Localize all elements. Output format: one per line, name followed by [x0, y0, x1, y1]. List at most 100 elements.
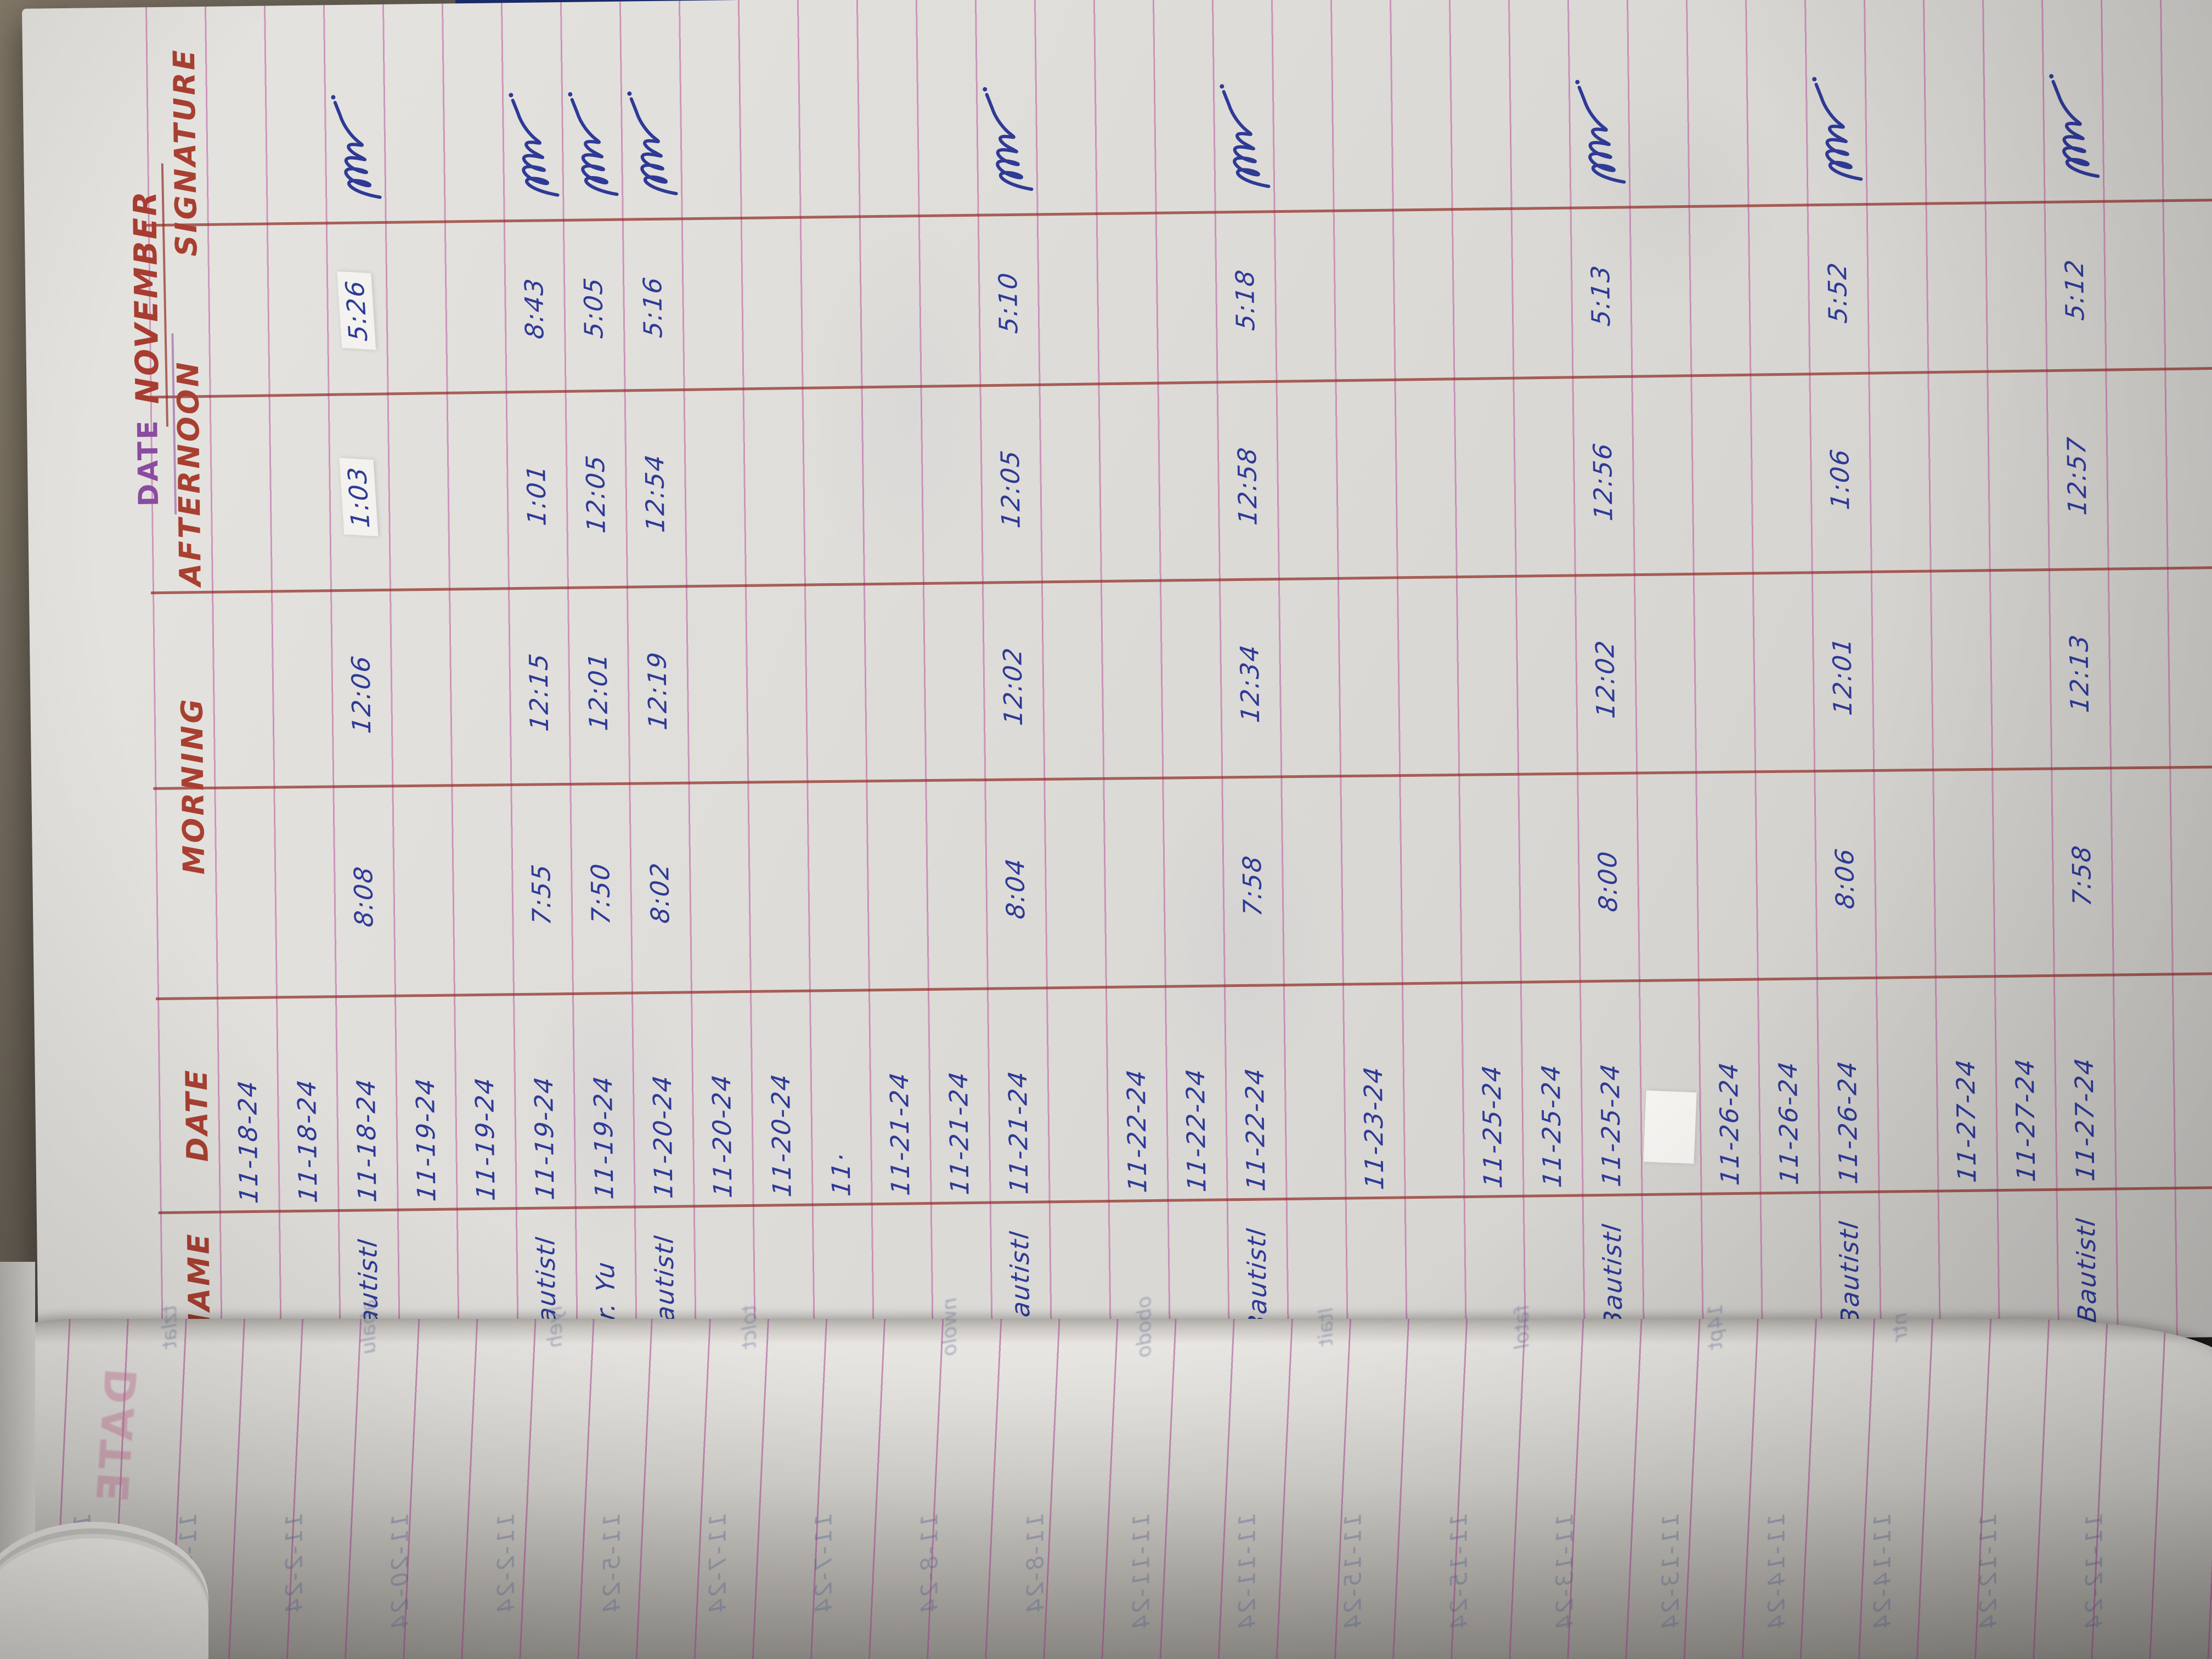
afternoon-out-cell: 5:05: [578, 275, 609, 340]
signature-scribble: [1575, 80, 1626, 184]
date-cell: 11-25-24: [1536, 1062, 1567, 1189]
afternoon-in-cell: [2106, 384, 2167, 566]
morning-in-cell: [926, 795, 987, 983]
morning-out-cell: [1930, 584, 1991, 765]
showthrough-date: 11-5-24: [598, 1513, 625, 1615]
afternoon-in-cell: [684, 402, 745, 583]
afternoon-out-cell: [918, 223, 980, 383]
date-cell: 11-22-24: [1180, 1066, 1212, 1193]
afternoon-in-cell: 12:05: [580, 453, 611, 535]
table-row: Dr. Yu 11-19-24 7:50 12:01 12:05 5:05: [560, 2, 636, 1357]
morning-in-cell: [392, 802, 454, 989]
afternoon-out-cell: 5:52: [1822, 259, 1853, 325]
afternoon-in-cell: 12:05: [995, 448, 1026, 530]
morning-in-cell: 8:04: [1000, 856, 1031, 921]
afternoon-in-cell: [1395, 393, 1456, 574]
signature-cell: [679, 27, 741, 215]
signature-cell: [1449, 18, 1510, 205]
morning-in-cell: [748, 798, 809, 985]
morning-in-cell: [1044, 794, 1105, 981]
afternoon-out-cell: 5:10: [992, 270, 1024, 335]
afternoon-out-cell: 5:16: [637, 274, 668, 339]
signature-cell: [1508, 18, 1570, 205]
morning-in-cell: 8:06: [1829, 845, 1860, 911]
showthrough-scribble: obodo: [1133, 1296, 1156, 1358]
showthrough-date: 11-7-24: [810, 1513, 837, 1615]
signature-cell: [442, 30, 504, 217]
name-cell: [2115, 1192, 2176, 1322]
signature-cell: [383, 31, 444, 218]
showthrough-scribble: abalu: [357, 1299, 380, 1355]
afternoon-out-cell: [1748, 213, 1809, 373]
morning-out-cell: 12:34: [1234, 642, 1266, 725]
morning-in-cell: [689, 798, 750, 985]
afternoon-out-cell: [1629, 215, 1691, 374]
date-cell: 11-21-24: [884, 1070, 916, 1197]
date-cell: 11-18-24: [232, 1078, 264, 1205]
table-row: Bautistl 11-26-24 8:06 12:01 1:06 5:52: [1804, 0, 1880, 1342]
showthrough-date: 11-11-24: [1127, 1513, 1155, 1632]
signature-scribble: [568, 92, 619, 196]
afternoon-out-cell: 5:12: [2059, 257, 2090, 321]
showthrough-scribble: tzlat: [159, 1305, 182, 1349]
date-cell: 11-19-24: [410, 1076, 442, 1203]
showthrough-date: 11-11-24: [1233, 1513, 1261, 1632]
afternoon-in-cell: 1:06: [1824, 446, 1855, 511]
showthrough-date: 11-8-24: [1022, 1513, 1049, 1615]
afternoon-in-cell: [387, 405, 449, 587]
afternoon-out-cell: 5:18: [1229, 267, 1261, 332]
afternoon-out-cell: [444, 229, 506, 388]
signature-scribble: [331, 95, 382, 199]
afternoon-in-cell: [1987, 386, 2049, 567]
date-cell: 11-25-24: [1595, 1061, 1627, 1188]
morning-out-cell: [923, 596, 984, 778]
morning-in-cell: [1103, 793, 1165, 980]
afternoon-in-cell: [210, 408, 271, 589]
date-cell: 11-20-24: [647, 1073, 679, 1200]
table-row: Bautistl 11-27-24 7:58 12:13 12:57 5:12: [2041, 0, 2117, 1339]
signature-cell: [1567, 16, 1629, 204]
afternoon-in-cell: 12:57: [2061, 435, 2092, 517]
morning-out-cell: [1989, 583, 2051, 765]
name-cell: [1167, 1204, 1228, 1333]
morning-out-cell: [745, 599, 806, 780]
morning-out-cell: 12:01: [1827, 635, 1858, 717]
morning-in-cell: 8:00: [1592, 849, 1623, 913]
afternoon-in-cell: [1632, 390, 1693, 572]
morning-out-cell: [1693, 587, 1754, 769]
column-header-signature: SIGNATURE: [166, 47, 204, 257]
date-cell: [1402, 991, 1463, 1189]
morning-in-cell: [1992, 782, 2053, 969]
morning-in-cell: [1874, 784, 1935, 971]
morning-in-cell: 7:55: [526, 861, 557, 927]
signature-cell: [1982, 12, 2044, 199]
name-cell: [1878, 1195, 1939, 1325]
afternoon-in-cell: 12:58: [1232, 445, 1263, 527]
table-row: Bautistl 11-21-24 8:04 12:02 12:05 5:10: [975, 0, 1051, 1352]
morning-out-cell: [1397, 590, 1458, 772]
afternoon-out-cell: [385, 230, 447, 390]
table-row: Bautistl 11-20-24 8:02 12:19 12:54 5:16: [619, 1, 695, 1356]
morning-in-cell: [1637, 787, 1698, 974]
morning-in-cell: 8:08: [348, 864, 379, 929]
morning-in-cell: [1459, 789, 1520, 976]
morning-out-cell: 12:19: [642, 650, 673, 732]
showthrough-date: 11-15-24: [1445, 1513, 1472, 1632]
afternoon-in-cell: [1335, 393, 1397, 575]
signature-cell: [264, 32, 326, 219]
afternoon-in-cell: 12:56: [1587, 441, 1618, 523]
afternoon-out-cell: [1037, 222, 1098, 381]
signature-cell: [1212, 21, 1273, 208]
signature-cell: [1330, 20, 1392, 207]
morning-out-cell: 12:06: [346, 653, 377, 735]
afternoon-out-cell: [1926, 211, 1987, 370]
signature-cell: [324, 32, 385, 219]
signature-cell: [1745, 14, 1807, 201]
signature-cell: [1034, 23, 1096, 210]
signature-cell: [501, 30, 563, 217]
morning-out-cell: [1456, 590, 1517, 771]
date-cell: 11-19-24: [469, 1075, 501, 1202]
afternoon-in-cell: 1:03: [328, 406, 390, 588]
signature-scribble: [2049, 74, 2100, 178]
morning-out-cell: 12:02: [1590, 638, 1621, 720]
